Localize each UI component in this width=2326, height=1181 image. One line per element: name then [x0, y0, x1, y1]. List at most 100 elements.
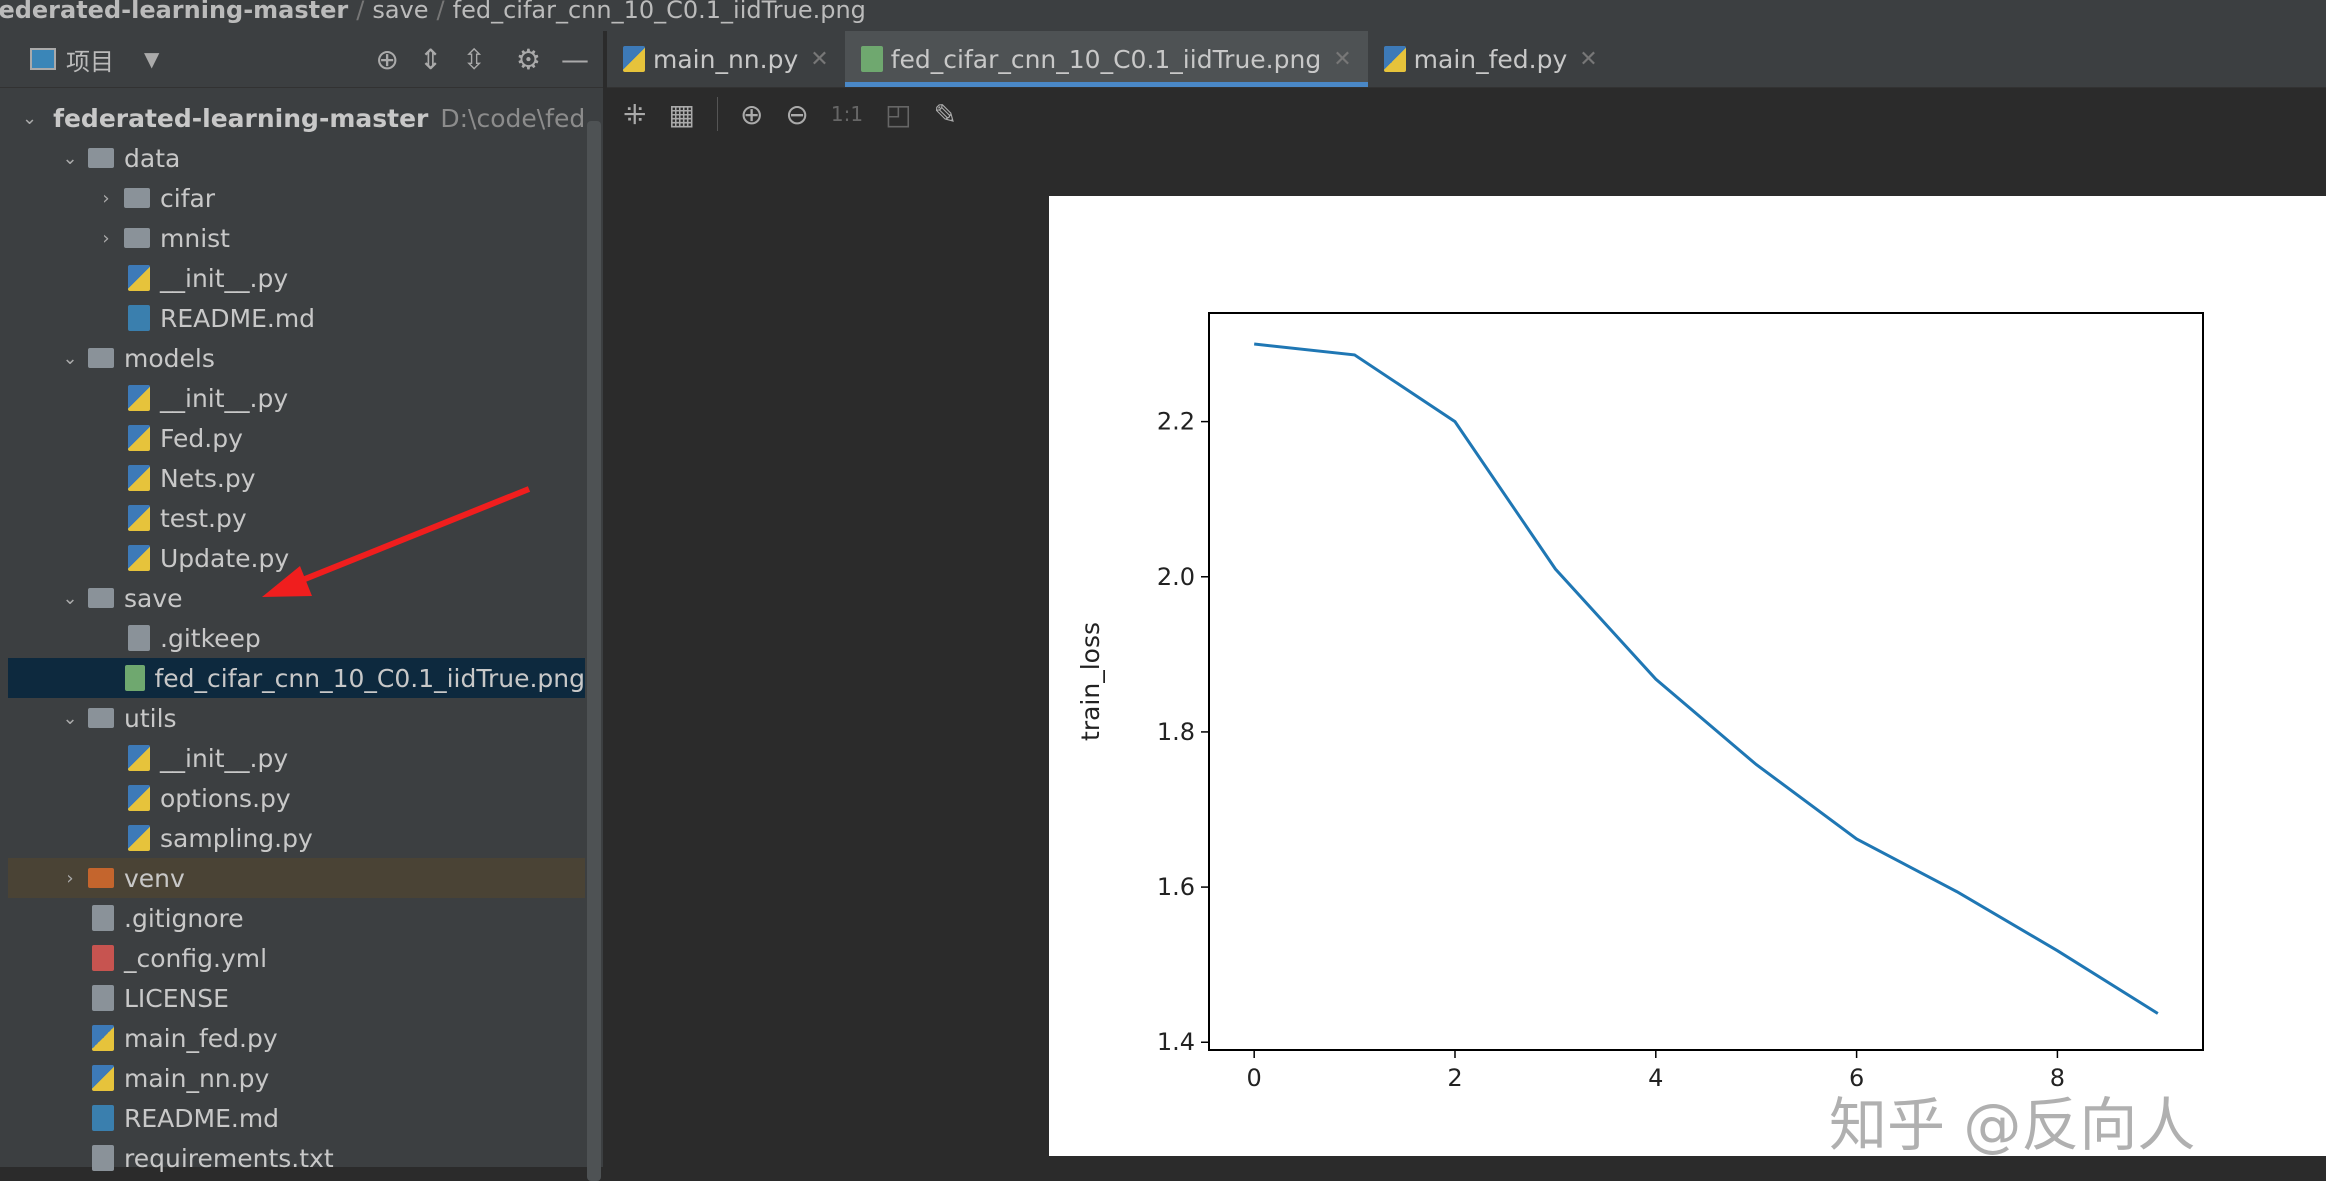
tree-item[interactable]: › cifar [8, 178, 585, 218]
editor-tabs: main_nn.py ✕ fed_cifar_cnn_10_C0.1_iidTru… [607, 31, 2326, 88]
color-picker-icon[interactable]: ✎ [934, 98, 957, 131]
folder-icon [88, 868, 114, 888]
file-tree: ⌄federated-learning-masterD:\code\federa… [0, 88, 603, 1167]
chessboard-icon[interactable]: ⁜ [623, 98, 646, 131]
tree-item[interactable]: README.md [8, 1098, 585, 1138]
tree-item[interactable]: ›venv [8, 858, 585, 898]
tree-item-label: mnist [160, 224, 230, 253]
tree-item[interactable]: README.md [8, 298, 585, 338]
tree-item[interactable]: ⌄utils [8, 698, 585, 738]
tree-item[interactable]: Fed.py [8, 418, 585, 458]
tree-item[interactable]: .gitignore [8, 898, 585, 938]
tree-item[interactable]: Update.py [8, 538, 585, 578]
py-file-icon [128, 505, 150, 531]
breadcrumb-project[interactable]: federated-learning-master [0, 0, 348, 24]
tree-item[interactable]: fed_cifar_cnn_10_C0.1_iidTrue.png [8, 658, 585, 698]
chevron-right-icon[interactable]: › [94, 228, 118, 249]
py-file-icon [128, 425, 150, 451]
x-tick-label: 6 [1849, 1064, 1864, 1092]
tree-item[interactable]: LICENSE [8, 978, 585, 1018]
close-icon[interactable]: ✕ [1579, 47, 1597, 72]
locate-icon[interactable]: ⊕ [375, 43, 398, 76]
tree-item-label: Update.py [160, 544, 289, 573]
x-tick-label: 0 [1247, 1064, 1262, 1092]
close-icon[interactable]: ✕ [1333, 47, 1351, 72]
tree-item[interactable]: main_fed.py [8, 1018, 585, 1058]
tree-item[interactable]: › mnist [8, 218, 585, 258]
tree-item-label: LICENSE [124, 984, 229, 1013]
tree-item[interactable]: options.py [8, 778, 585, 818]
tree-item-label: README.md [124, 1104, 279, 1133]
tree-item[interactable]: ⌄federated-learning-masterD:\code\federa… [8, 98, 585, 138]
tree-item-label: sampling.py [160, 824, 313, 853]
expand-all-icon[interactable]: ⇕ [419, 43, 442, 76]
tree-item-label: .gitkeep [160, 624, 261, 653]
tree-item[interactable]: ⌄ save [8, 578, 585, 618]
chevron-down-icon[interactable]: ⌄ [22, 108, 37, 129]
tree-item[interactable]: __init__.py [8, 738, 585, 778]
dropdown-icon[interactable]: ▼ [144, 47, 159, 71]
tab-main-fed[interactable]: main_fed.py ✕ [1368, 31, 1614, 87]
y-tick-label: 1.8 [1157, 718, 1195, 746]
txt-file-icon [92, 1145, 114, 1171]
gear-icon[interactable]: ⚙ [516, 43, 541, 76]
txt-file-icon [92, 985, 114, 1011]
actual-size-button[interactable]: 1:1 [831, 102, 863, 126]
tree-item-label: save [124, 584, 183, 613]
chevron-right-icon[interactable]: › [58, 868, 82, 889]
py-file-icon [92, 1025, 114, 1051]
folder-icon [88, 588, 114, 608]
chevron-down-icon[interactable]: ⌄ [58, 708, 82, 729]
chevron-down-icon[interactable]: ⌄ [58, 588, 82, 609]
py-file-icon [92, 1065, 114, 1091]
tree-item[interactable]: main_nn.py [8, 1058, 585, 1098]
fit-zoom-icon[interactable]: ◰ [885, 98, 911, 131]
breadcrumb-file[interactable]: fed_cifar_cnn_10_C0.1_iidTrue.png [453, 0, 866, 24]
y-axis-label: train_loss [1076, 622, 1105, 741]
tree-item-label: fed_cifar_cnn_10_C0.1_iidTrue.png [155, 664, 586, 693]
tree-item[interactable]: __init__.py [8, 258, 585, 298]
close-icon[interactable]: ✕ [810, 47, 828, 72]
tree-item-label: __init__.py [160, 264, 288, 293]
tree-item[interactable]: .gitkeep [8, 618, 585, 658]
sidebar-title[interactable]: 项目 [66, 42, 114, 77]
chevron-down-icon[interactable]: ⌄ [58, 348, 82, 369]
tree-item[interactable]: __init__.py [8, 378, 585, 418]
collapse-all-icon[interactable]: ⇳ [462, 43, 485, 76]
tree-item-label: cifar [160, 184, 215, 213]
tree-item[interactable]: requirements.txt [8, 1138, 585, 1178]
py-file-icon [128, 385, 150, 411]
tree-item-label: requirements.txt [124, 1144, 334, 1173]
tab-main-nn[interactable]: main_nn.py ✕ [607, 31, 845, 87]
tree-item-label: options.py [160, 784, 291, 813]
tree-item[interactable]: _config.yml [8, 938, 585, 978]
tree-item[interactable]: test.py [8, 498, 585, 538]
tab-label: fed_cifar_cnn_10_C0.1_iidTrue.png [891, 45, 1322, 74]
chevron-down-icon[interactable]: ⌄ [58, 148, 82, 169]
tree-item-label: README.md [160, 304, 315, 333]
divider [717, 97, 718, 131]
tree-item[interactable]: Nets.py [8, 458, 585, 498]
tree-item-label: federated-learning-master [53, 104, 428, 133]
breadcrumb-folder[interactable]: save [372, 0, 428, 24]
zoom-in-icon[interactable]: ⊕ [740, 98, 763, 131]
zoom-out-icon[interactable]: ⊖ [785, 98, 808, 131]
chevron-right-icon[interactable]: › [94, 188, 118, 209]
tree-item-label: __init__.py [160, 384, 288, 413]
sidebar-scrollbar[interactable] [587, 121, 601, 1181]
minimize-icon[interactable]: — [561, 43, 589, 76]
py-file-icon [128, 465, 150, 491]
py-file-icon [128, 745, 150, 771]
grid-icon[interactable]: ▦ [668, 98, 694, 131]
tab-fed-cifar-png[interactable]: fed_cifar_cnn_10_C0.1_iidTrue.png ✕ [845, 31, 1368, 87]
tree-item-label: main_fed.py [124, 1024, 278, 1053]
tree-item[interactable]: ⌄data [8, 138, 585, 178]
tab-label: main_fed.py [1414, 45, 1568, 74]
y-tick-label: 2.2 [1157, 408, 1195, 436]
tree-item[interactable]: sampling.py [8, 818, 585, 858]
series-line [1254, 344, 2158, 1014]
tab-label: main_nn.py [653, 45, 798, 74]
tree-item[interactable]: ⌄models [8, 338, 585, 378]
